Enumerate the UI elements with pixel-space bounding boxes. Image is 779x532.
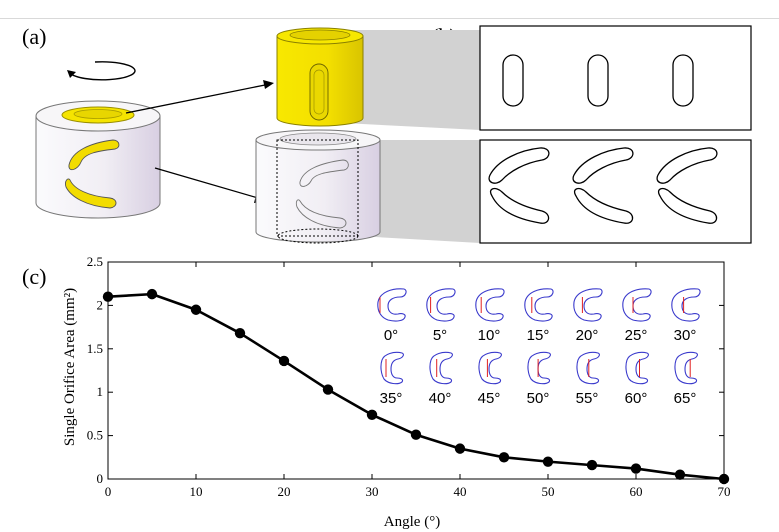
panel-c-label: (c) <box>22 264 46 289</box>
chart-series <box>102 288 730 485</box>
x-tick-label: 30 <box>366 484 379 499</box>
orifice-shape <box>622 288 652 322</box>
orifice-angle-label: 50° <box>527 390 550 407</box>
orifice-outline <box>478 351 502 385</box>
outer-body <box>255 129 381 244</box>
data-point <box>278 355 290 367</box>
assembled-valve <box>35 100 161 219</box>
orifice-area-chart: (c) 0 10 20 30 40 50 60 70 0 0.5 1 1.5 2 2.5 0° 5° 10° 1… <box>22 254 731 530</box>
orifice-angle-label: 45° <box>478 390 501 407</box>
rotating-sleeve <box>276 27 364 127</box>
data-point <box>586 459 598 471</box>
rotation-arrow-icon <box>67 61 136 81</box>
orifice-angle-label: 30° <box>674 327 697 344</box>
orifice-outline <box>674 351 698 385</box>
orifice-outline <box>380 351 404 385</box>
top-divider <box>0 18 779 19</box>
x-tick-label: 0 <box>105 484 112 499</box>
orifice-outline <box>622 288 652 322</box>
y-tick-label: 0.5 <box>87 428 103 443</box>
orifice-shape <box>527 351 551 385</box>
data-point <box>542 456 554 467</box>
x-tick-label: 60 <box>630 484 643 499</box>
orifice-angle-label: 55° <box>576 390 599 407</box>
orifice-angle-label: 60° <box>625 390 648 407</box>
orifice-shape <box>429 351 453 385</box>
orifice-angle-label: 65° <box>674 390 697 407</box>
chart-ticks: 0 10 20 30 40 50 60 70 0 0.5 1 1.5 2 2.5 <box>87 254 731 499</box>
plot-frame <box>107 261 725 480</box>
orifice-angle-label: 5° <box>433 327 447 344</box>
orifice-outline <box>573 288 603 322</box>
y-tick-label: 1 <box>97 384 104 399</box>
data-point <box>674 469 686 480</box>
y-axis-label: Single Orifice Area (mm²) <box>62 288 78 446</box>
orifice-angle-label: 15° <box>527 327 550 344</box>
orifice-shape <box>625 351 649 385</box>
orifice-shape <box>426 288 456 322</box>
data-point <box>366 409 378 420</box>
x-tick-label: 50 <box>542 484 555 499</box>
orifice-angle-label: 10° <box>478 327 501 344</box>
straight-slots <box>502 54 694 107</box>
orifice-outline <box>527 351 551 385</box>
orifice-outline <box>625 351 649 385</box>
data-point <box>410 429 422 440</box>
orifice-outline <box>377 288 407 322</box>
orifice-shape <box>576 351 600 385</box>
orifice-outline <box>524 288 554 322</box>
orifice-shape <box>475 288 505 322</box>
orifice-shape <box>380 351 404 385</box>
data-point <box>630 463 642 474</box>
orifice-angle-label: 40° <box>429 390 452 407</box>
curved-slots <box>488 147 718 224</box>
x-tick-label: 70 <box>718 484 731 499</box>
orifice-shape <box>377 288 407 322</box>
orifice-angle-label: 20° <box>576 327 599 344</box>
area-curve <box>107 292 725 481</box>
data-point <box>322 384 334 395</box>
curved-slot-unroll-box <box>479 139 752 244</box>
callout-wedge-bottom <box>357 140 480 243</box>
data-point <box>718 473 730 485</box>
orifice-shape <box>671 288 701 322</box>
x-tick-label: 40 <box>454 484 467 499</box>
orifice-shape <box>573 288 603 322</box>
orifice-shape <box>674 351 698 385</box>
orifice-angle-label: 25° <box>625 327 648 344</box>
data-point <box>190 304 202 315</box>
orifice-shape <box>478 351 502 385</box>
y-tick-label: 1.5 <box>87 341 103 356</box>
orifice-angle-label: 0° <box>384 327 398 344</box>
orifice-outline <box>475 288 505 322</box>
orifice-outline <box>426 288 456 322</box>
orifice-shape <box>524 288 554 322</box>
data-point <box>454 443 466 454</box>
y-tick-label: 0 <box>97 471 104 486</box>
orifice-outline <box>671 288 701 322</box>
x-axis-label: Angle (°) <box>384 514 440 530</box>
orifice-angle-label: 35° <box>380 390 403 407</box>
y-tick-label: 2 <box>97 297 104 312</box>
x-tick-label: 20 <box>278 484 291 499</box>
y-tick-label: 2.5 <box>87 254 103 269</box>
orifice-inset: 0° 5° 10° 15° 20° 25° 30° 35° 40° 45° 50° 55° 60° 65° <box>377 288 701 407</box>
data-point <box>234 327 246 339</box>
data-point <box>102 291 114 302</box>
data-point <box>146 288 158 300</box>
data-point <box>498 452 510 463</box>
orifice-outline <box>429 351 453 385</box>
x-tick-label: 10 <box>190 484 203 499</box>
panel-a-label: (a) <box>22 24 46 49</box>
slot-unroll-box <box>479 25 752 131</box>
chart-axes <box>107 261 725 480</box>
orifice-outline <box>576 351 600 385</box>
schematic-figure: (a) (b) <box>22 24 752 244</box>
